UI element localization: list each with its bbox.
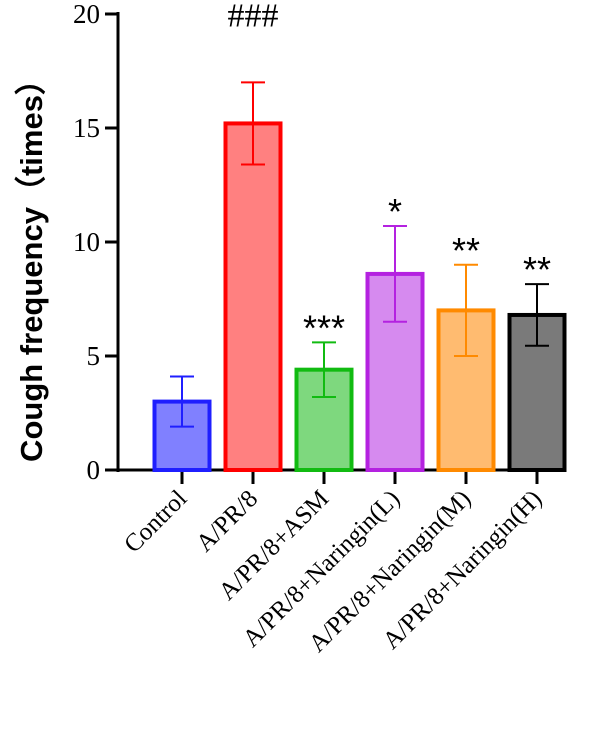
y-tick-label: 5	[87, 341, 101, 371]
significance-label: *	[388, 191, 402, 232]
bar	[223, 121, 283, 472]
y-tick-label: 20	[73, 0, 100, 29]
significance-label: ###	[228, 0, 279, 34]
y-axis-label: Cough frequency（times）	[14, 64, 49, 462]
bars-layer	[152, 81, 567, 473]
y-tick-label: 0	[87, 455, 101, 485]
significance-label: **	[523, 249, 551, 290]
y-tick-label: 10	[73, 227, 100, 257]
significance-label: **	[452, 230, 480, 271]
category-label: A/PR/8	[191, 485, 263, 557]
significance-label: ***	[303, 307, 345, 348]
category-label: Control	[119, 485, 192, 558]
y-tick-label: 15	[73, 113, 100, 143]
